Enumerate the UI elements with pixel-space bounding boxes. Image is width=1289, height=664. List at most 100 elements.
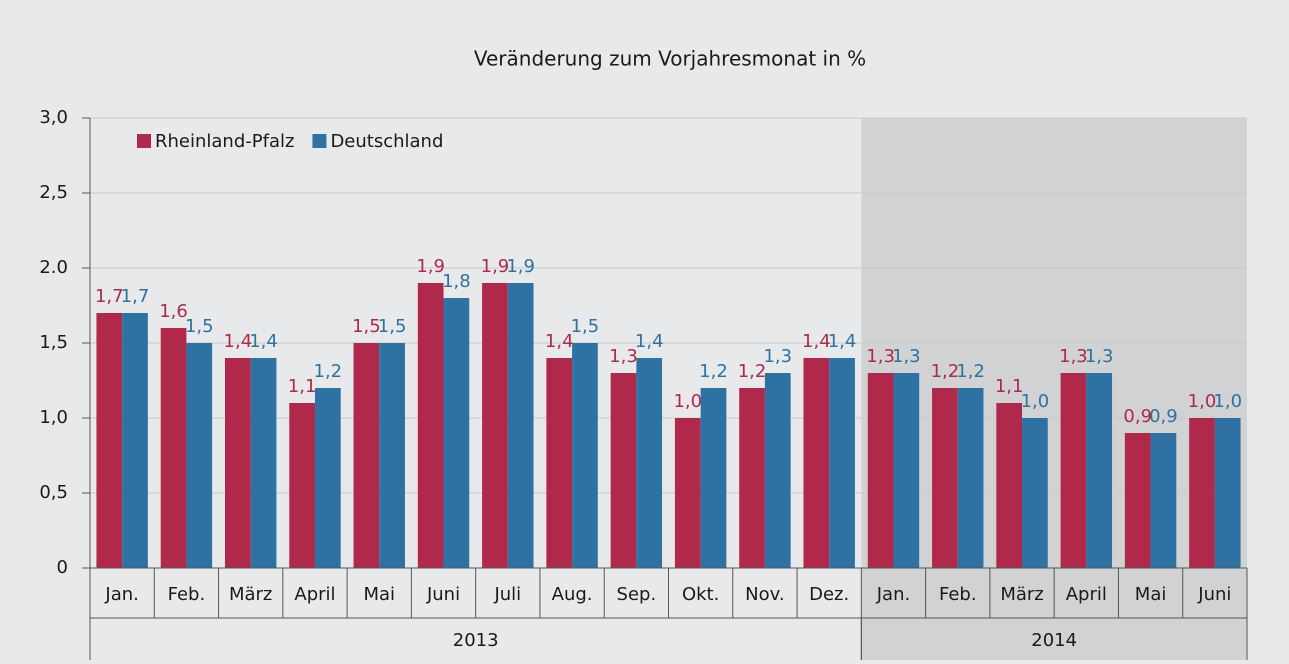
- data-label: 1,1: [288, 376, 317, 397]
- bar: [507, 283, 534, 568]
- data-label: 1,4: [828, 331, 857, 352]
- data-label: 1,3: [609, 346, 638, 367]
- bar: [739, 388, 765, 568]
- data-label: 1,4: [249, 331, 278, 352]
- x-tick-label: Jan.: [876, 584, 910, 605]
- x-tick-label: Feb.: [168, 584, 206, 605]
- bar: [250, 358, 277, 568]
- legend-swatch: [137, 134, 151, 148]
- group-label: 2014: [1031, 630, 1077, 651]
- bar: [932, 388, 958, 568]
- bar: [289, 403, 315, 568]
- data-label: 1,3: [763, 346, 792, 367]
- bar: [96, 313, 123, 568]
- data-label: 1,5: [378, 316, 407, 337]
- bar: [1124, 433, 1151, 568]
- bar: [546, 358, 573, 568]
- data-label: 1,9: [506, 256, 535, 277]
- bar: [417, 283, 444, 568]
- x-tick-label: März: [1000, 584, 1043, 605]
- y-tick-label: 3,0: [39, 107, 68, 128]
- bar: [1086, 373, 1113, 568]
- bar: [764, 373, 791, 568]
- y-tick-label: 0: [57, 557, 68, 578]
- data-label: 1,5: [571, 316, 600, 337]
- data-label: 1,4: [802, 331, 831, 352]
- x-tick-label: Juni: [1197, 584, 1231, 605]
- data-label: 1,3: [1059, 346, 1088, 367]
- x-tick-label: Aug.: [552, 584, 593, 605]
- bar: [443, 298, 470, 568]
- data-label: 1,2: [699, 361, 728, 382]
- x-tick-label: April: [1066, 584, 1107, 605]
- bar: [224, 358, 251, 568]
- y-tick-label: 2.0: [39, 257, 68, 278]
- data-label: 1,3: [866, 346, 895, 367]
- data-label: 0,9: [1123, 406, 1152, 427]
- data-label: 0,9: [1149, 406, 1178, 427]
- bar: [893, 373, 920, 568]
- bar: [803, 358, 830, 568]
- bar: [1214, 418, 1241, 568]
- data-label: 1,4: [545, 331, 574, 352]
- data-label: 1,7: [121, 286, 150, 307]
- legend-label: Rheinland-Pfalz: [155, 131, 294, 152]
- data-label: 1,4: [635, 331, 664, 352]
- data-label: 1,9: [416, 256, 445, 277]
- bar: [160, 328, 187, 568]
- bar: [353, 343, 380, 568]
- bar: [482, 283, 508, 568]
- x-tick-label: April: [294, 584, 335, 605]
- data-label: 1,5: [185, 316, 214, 337]
- x-tick-label: Dez.: [809, 584, 849, 605]
- bar: [674, 418, 701, 568]
- bar: [867, 373, 894, 568]
- x-tick-label: Juni: [426, 584, 460, 605]
- bar: [700, 388, 727, 568]
- data-label: 1,2: [956, 361, 985, 382]
- bar: [314, 388, 341, 568]
- data-label: 1,2: [738, 361, 767, 382]
- bar: [636, 358, 663, 568]
- bar: [996, 403, 1023, 568]
- y-tick-label: 0,5: [39, 482, 68, 503]
- bar: [186, 343, 213, 568]
- data-label: 1,3: [1085, 346, 1114, 367]
- data-label: 1,0: [1021, 391, 1050, 412]
- x-tick-label: Sep.: [617, 584, 657, 605]
- y-tick-label: 1,5: [39, 332, 68, 353]
- x-tick-label: Nov.: [745, 584, 784, 605]
- y-tick-label: 2,5: [39, 182, 68, 203]
- bar: [1150, 433, 1177, 568]
- data-label: 1,1: [995, 376, 1024, 397]
- bar: [122, 313, 148, 568]
- bar: [1022, 418, 1048, 568]
- legend-label: Deutschland: [330, 131, 443, 152]
- data-label: 1,4: [224, 331, 253, 352]
- x-tick-label: Feb.: [939, 584, 977, 605]
- data-label: 1,8: [442, 271, 471, 292]
- y-tick-label: 1,0: [39, 407, 68, 428]
- data-label: 1,0: [1213, 391, 1242, 412]
- x-tick-label: Jan.: [104, 584, 138, 605]
- bar: [610, 373, 637, 568]
- bar: [1189, 418, 1215, 568]
- x-tick-label: Mai: [1135, 584, 1167, 605]
- chart-title: Veränderung zum Vorjahresmonat in %: [474, 47, 866, 71]
- data-label: 1,5: [352, 316, 381, 337]
- bar: [957, 388, 984, 568]
- data-label: 1,9: [481, 256, 510, 277]
- data-label: 1,0: [673, 391, 702, 412]
- x-tick-label: Okt.: [682, 584, 719, 605]
- group-label: 2013: [453, 630, 499, 651]
- x-tick-label: Mai: [363, 584, 395, 605]
- data-label: 1,0: [1188, 391, 1217, 412]
- data-label: 1,2: [931, 361, 960, 382]
- data-label: 1,6: [159, 301, 188, 322]
- x-tick-label: März: [229, 584, 272, 605]
- data-label: 1,3: [892, 346, 921, 367]
- legend-swatch: [312, 134, 327, 148]
- bar: [572, 343, 598, 568]
- bar: [379, 343, 405, 568]
